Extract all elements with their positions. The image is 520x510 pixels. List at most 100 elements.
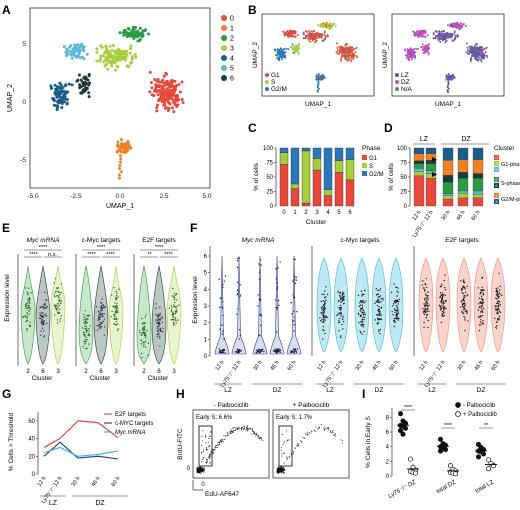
f-dot-2-2-52 [462,297,465,300]
e-dot-1-0-29 [85,336,87,338]
f-dot-2-4-42 [497,313,499,315]
h-dot-arc-1-64 [304,437,306,439]
f-group-dz-0: DZ [273,387,282,394]
umap-point-b-phase-313 [323,33,326,36]
g-line-0 [43,420,119,448]
f-dot-1-4-40 [392,313,394,316]
e-dot-0-0-33 [28,287,30,289]
h-dot-arc-1-12 [304,433,306,435]
e-dot-2-1-53 [156,314,159,317]
e-dot-1-2-30 [116,329,119,331]
h-dot-arc-1-17 [293,451,295,453]
d-bar-0-cluster-2 [413,163,425,169]
umap-point-a-573 [118,163,122,167]
umap-point-b-zone-150 [479,46,482,49]
umap-point-a-526 [72,52,76,56]
i-ytick-8: 8 [386,415,390,421]
f-dot-2-1-45 [440,285,443,288]
umap-point-b-zone-383 [441,35,444,38]
f-dot-1-2-20 [359,330,361,333]
umap-point-b-zone-454 [403,48,406,51]
e-dot-1-0-28 [82,327,84,329]
f-dot-1-3-57 [376,322,378,325]
h-dot-arc-1-30 [328,427,330,429]
h-dot-arc-0-98 [221,439,223,441]
e-dot-1-0-44 [84,343,86,345]
e-dot-0-2-17 [57,295,59,297]
umap-point-a-229 [147,32,151,36]
e-dot-2-2-14 [172,295,174,297]
f-dot-2-4-41 [495,290,497,293]
umap-point-b-zone-552 [421,43,424,46]
h-dot-arc-0-29 [213,449,215,451]
e-dot-1-0-19 [83,318,85,321]
umap-point-a-468 [56,89,60,93]
e-dot-0-1-7 [41,306,43,308]
e-dot-0-1-46 [39,312,41,314]
d-legend-swatch-5 [494,167,499,172]
umap-point-b-zone-229 [464,24,467,27]
umap-point-b-phase-388 [312,38,315,41]
f-dot-0-3-10 [279,351,281,354]
umap-point-b-zone-124 [474,52,477,55]
h-dot-arc-0-100 [238,426,240,428]
umap-point-b-phase-476 [283,34,286,37]
umap-point-a-143 [156,77,160,81]
f-dot-1-2-2 [363,330,365,333]
f-ytick-5: 5 [204,271,208,277]
h-dot-arc-1-0 [313,429,315,431]
f-dot-1-3-36 [377,308,379,311]
umap-point-b-zone-396 [414,56,417,59]
f-dot-2-2-59 [466,312,468,314]
f-dot-0-3-39 [276,282,278,284]
h-dot-arc-0-37 [237,427,239,429]
e-sig-a-1: **** [87,252,96,258]
panel-letter-i: I [362,387,365,401]
e-dot-0-1-54 [40,306,42,308]
umap-point-a-117 [153,78,157,82]
h-dot-arc-0-93 [227,434,229,436]
f-dot-1-1-56 [342,293,344,295]
f-dot-2-2-7 [461,299,463,302]
h-dot-arc-0-52 [235,428,237,430]
umap-point-b-phase-387 [310,33,313,36]
h-dot-arc-1-66 [297,445,299,447]
f-dot-0-2-18 [259,271,261,273]
umap-point-b-phase-276 [332,23,335,26]
f-dot-0-4-2 [292,294,294,296]
f-dot-1-4-49 [396,313,398,315]
umap-point-b-zone-528 [420,35,423,38]
f-dot-2-1-29 [442,304,444,306]
c-bar-0-S [279,152,289,165]
e-dot-1-1-52 [99,314,101,316]
h-dot-arc-0-108 [245,428,247,430]
e-xtick-0-0: 2 [26,369,30,375]
umap-point-a-156 [161,97,165,101]
h-dot-arc-1-67 [332,432,334,434]
f-dot-1-3-11 [380,306,383,309]
f-dot-0-2-37 [263,350,265,353]
e-dot-1-1-29 [102,320,104,323]
f-dot-1-4-29 [395,300,398,303]
umap-point-a-234 [118,31,122,35]
umap-point-a-511 [65,47,69,51]
c-bar-6-G1 [345,179,355,207]
e-dot-0-2-41 [56,309,58,311]
umap-point-a-570 [118,154,122,158]
f-dot-1-1-30 [339,336,342,339]
f-dot-0-1-15 [236,266,239,269]
umap-point-b-phase-157 [355,46,358,49]
umap-point-b-phase-525 [286,32,289,35]
f-dot-2-0-17 [427,326,429,329]
f-dot-2-4-26 [496,312,498,314]
umap-point-a-572 [119,160,123,164]
h-dot-low-0-182 [200,472,202,474]
f-dot-2-2-53 [465,309,468,312]
umap-point-a-151 [161,78,165,82]
f-dot-1-4-26 [396,306,399,309]
h-dot-arc-1-63 [318,427,320,429]
h-dot-low-1-206 [280,468,282,470]
f-dot-2-4-23 [498,301,501,303]
